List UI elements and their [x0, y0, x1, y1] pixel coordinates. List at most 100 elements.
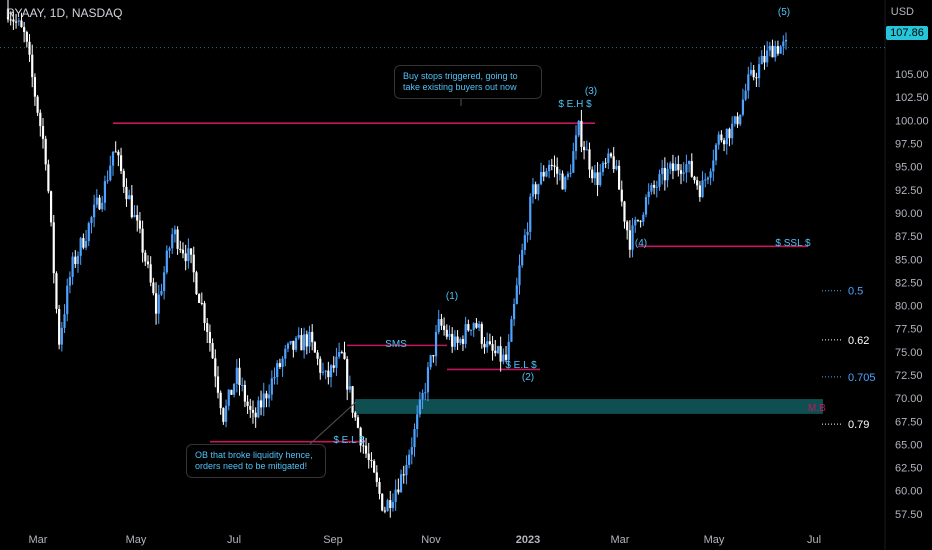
candle-body: [189, 248, 193, 255]
candle-body: [499, 346, 502, 362]
candle-body: [39, 112, 42, 127]
candle-body: [338, 352, 341, 357]
candle-body: [453, 336, 456, 347]
candle-body: [731, 123, 734, 139]
x-tick-label: 2023: [516, 534, 540, 546]
note-buy-stops: Buy stops triggered, going to take exist…: [394, 65, 542, 99]
candle-body: [558, 173, 561, 175]
candle-body: [531, 184, 535, 197]
candle-body: [776, 46, 780, 54]
candle-body: [313, 342, 316, 353]
candle-body: [222, 408, 225, 422]
candle-body: [144, 252, 147, 262]
y-tick-label: 92.50: [895, 185, 923, 197]
candle-body: [677, 163, 680, 171]
candle-body: [391, 501, 395, 509]
note-buy-stops-line1: Buy stops triggered, going to: [403, 71, 518, 81]
candle-body: [685, 164, 688, 173]
candle-body: [122, 170, 125, 187]
candle-body: [55, 273, 58, 309]
candle-body: [434, 331, 438, 357]
candle-body: [165, 250, 168, 273]
candle-body: [98, 197, 101, 210]
last-price-tag: 107.86: [886, 26, 928, 40]
candle-body: [208, 331, 212, 344]
candle-body: [316, 352, 319, 359]
note-order-block-pointer: [309, 401, 357, 445]
candle-body: [771, 45, 774, 58]
candle-body: [224, 405, 228, 422]
candle-body: [784, 39, 788, 42]
candle-body: [542, 172, 545, 177]
candle-body: [706, 177, 710, 180]
candle-body: [585, 149, 588, 151]
candle-body: [432, 355, 435, 357]
candle-body: [171, 234, 174, 249]
candle-body: [95, 197, 98, 205]
candle-body: [179, 248, 182, 250]
candle-body: [359, 427, 362, 446]
candle-body: [561, 173, 564, 190]
candle-body: [488, 341, 491, 345]
candle-body: [747, 74, 750, 91]
candle-body: [593, 172, 596, 179]
candle-body: [343, 352, 346, 360]
candle-body: [136, 214, 139, 221]
candle-body: [216, 376, 220, 393]
x-tick-label: Jul: [227, 534, 241, 546]
candle-body: [195, 272, 198, 295]
candle-body: [23, 27, 26, 33]
candle-body: [346, 359, 349, 390]
candle-body: [615, 165, 618, 170]
candle-body: [655, 186, 658, 188]
candle-body: [181, 249, 185, 254]
candle-body: [249, 405, 252, 410]
candle-body: [642, 214, 645, 222]
candle-body: [714, 144, 718, 161]
y-tick-label: 67.50: [895, 416, 923, 428]
candle-body: [459, 339, 462, 343]
candle-body: [456, 336, 459, 343]
candle-body: [397, 489, 400, 493]
mb-label: M.B: [808, 403, 826, 414]
equal-low-label-2: $ E.L $: [333, 435, 365, 446]
candle-body: [464, 324, 467, 344]
candle-body: [628, 230, 631, 250]
candle-body: [612, 156, 615, 170]
candle-body: [663, 167, 666, 181]
candle-body: [90, 217, 93, 224]
candle-body: [599, 171, 602, 186]
symbol-title: RYAAY, 1D, NASDAQ: [6, 6, 123, 20]
candle-body: [332, 365, 335, 368]
candle-body: [574, 135, 578, 152]
candle-body: [712, 160, 715, 172]
candle-body: [553, 165, 556, 167]
candle-body: [577, 120, 580, 136]
candle-body: [168, 248, 171, 251]
candle-body: [187, 248, 190, 262]
candle-body: [733, 116, 736, 124]
candle-body: [6, 9, 10, 20]
candle-body: [17, 20, 20, 22]
candle-body: [779, 46, 782, 54]
y-tick-label: 70.00: [895, 393, 923, 405]
candle-body: [173, 229, 177, 235]
x-tick-label: Mar: [29, 534, 48, 546]
x-tick-label: Jul: [807, 534, 821, 546]
candle-body: [513, 303, 516, 320]
candle-body: [103, 181, 107, 203]
candle-body: [219, 392, 222, 409]
candle-body: [469, 329, 473, 331]
candle-body: [696, 180, 699, 186]
candle-body: [564, 177, 567, 190]
wave-3-label: (3): [585, 86, 597, 97]
y-tick-label: 72.50: [895, 370, 923, 382]
fib-level-label: 0.62: [848, 335, 869, 347]
candle-body: [68, 276, 72, 286]
candle-body: [448, 333, 451, 337]
candle-body: [133, 214, 136, 218]
note-order-block-line2: orders need to be mitigated!: [195, 461, 308, 471]
candle-body: [521, 249, 524, 266]
candle-body: [233, 383, 236, 395]
